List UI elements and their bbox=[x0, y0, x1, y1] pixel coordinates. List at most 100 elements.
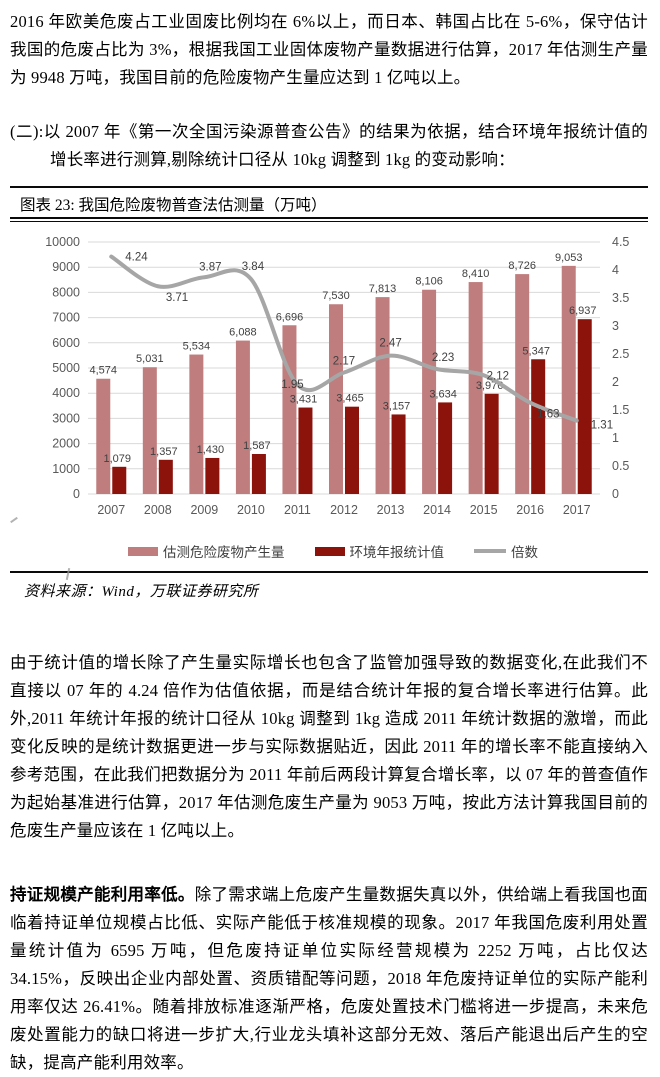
left-axis-tick: 1000 bbox=[52, 462, 80, 476]
paragraph-analysis: 由于统计值的增长除了产生量实际增长也包含了监管加强导致的数据变化,在此我们不直接… bbox=[10, 653, 648, 840]
right-axis-tick: 0 bbox=[612, 487, 619, 501]
line-label: 2.23 bbox=[432, 352, 454, 364]
bar-label: 1,430 bbox=[197, 444, 225, 456]
x-axis-label: 2015 bbox=[470, 503, 498, 517]
bar-label: 7,813 bbox=[369, 283, 397, 295]
x-axis-label: 2009 bbox=[190, 503, 218, 517]
line-label: 3.71 bbox=[166, 292, 188, 304]
yearbook-series-swatch-icon bbox=[314, 546, 345, 556]
legend-item-estimated: 估测危险废物产生量 bbox=[128, 541, 285, 561]
x-axis-label: 2017 bbox=[563, 503, 591, 517]
bar-estimated-2010 bbox=[235, 340, 250, 494]
bar-yearbook-2015 bbox=[484, 393, 499, 494]
right-axis-tick: 0.5 bbox=[612, 459, 629, 473]
bar-estimated-2016 bbox=[515, 274, 530, 494]
estimated-series-swatch-icon bbox=[128, 546, 158, 556]
bar-line-chart: 0 1000 2000 3000 4000 5000 6000 7000 8000 9000 100… bbox=[18, 232, 648, 537]
x-axis-label: 2014 bbox=[423, 503, 451, 517]
right-axis-tick: 1 bbox=[612, 431, 619, 445]
paragraph-intro: 2016 年欧美危废占工业固废比例均在 6%以上，而日本、韩国占比在 5-6%，… bbox=[10, 12, 648, 87]
bar-yearbook-2016 bbox=[531, 359, 546, 494]
bar-yearbook-2012 bbox=[345, 406, 359, 494]
x-axis-label: 2016 bbox=[516, 503, 544, 517]
bar-yearbook-2008 bbox=[158, 459, 173, 494]
bar-yearbook-2017 bbox=[577, 319, 592, 494]
paragraph-method: (二):以 2007 年《第一次全国污染源普查公告》的结果为依据，结合环境年报统… bbox=[10, 122, 648, 169]
figure-title: 图表 23: 我国危险废物普查法估测量（万吨） bbox=[10, 186, 648, 222]
multiple-line bbox=[109, 254, 579, 423]
figure-source: 资料来源：Wind，万联证券研究所 bbox=[24, 584, 259, 600]
line-label: 1.31 bbox=[591, 420, 613, 432]
left-axis-tick: 7000 bbox=[52, 311, 80, 325]
bar-estimated-2014 bbox=[422, 289, 437, 494]
chart-area: 0 1000 2000 3000 4000 5000 6000 7000 8000 9000 100… bbox=[10, 222, 648, 563]
paragraph-capacity: 持证规模产能利用率低。除了需求端上危废产生量数据失真以外，供给端上看我国也面临着… bbox=[10, 881, 648, 1077]
bar-label: 4,574 bbox=[90, 365, 118, 377]
figure-23: 图表 23: 我国危险废物普查法估测量（万吨） 0 1000 2000 3000 400… bbox=[10, 186, 648, 601]
bar-label: 5,347 bbox=[522, 345, 550, 357]
left-axis-tick: 6000 bbox=[52, 336, 80, 350]
x-axis-label: 2008 bbox=[144, 503, 172, 517]
bar-estimated-2011 bbox=[282, 325, 297, 494]
bar-yearbook-2007 bbox=[112, 466, 127, 494]
right-axis-tick: 1.5 bbox=[612, 403, 629, 417]
bar-label: 5,031 bbox=[136, 353, 164, 365]
line-label: 1.95 bbox=[281, 379, 303, 391]
bar-label: 9,053 bbox=[555, 252, 583, 264]
bar-label: 8,106 bbox=[415, 276, 443, 288]
x-axis-label: 2011 bbox=[284, 503, 311, 517]
chart-svg: 0100020003000400050006000700080009000100… bbox=[45, 235, 629, 517]
right-axis-tick: 3.5 bbox=[612, 291, 629, 305]
left-axis-tick: 10000 bbox=[45, 235, 80, 249]
legend-item-multiple: 倍数 bbox=[474, 541, 538, 561]
x-axis-label: 2007 bbox=[97, 503, 125, 517]
paragraph-capacity-lead: 持证规模产能利用率低。 bbox=[10, 885, 195, 904]
bar-yearbook-2011 bbox=[298, 407, 313, 494]
right-axis-tick: 4.5 bbox=[612, 235, 629, 249]
line-label: 3.84 bbox=[242, 261, 265, 273]
report-page: 2016 年欧美危废占工业固废比例均在 6%以上，而日本、韩国占比在 5-6%，… bbox=[10, 8, 648, 1077]
bar-yearbook-2013 bbox=[391, 414, 406, 494]
line-label: 2.47 bbox=[379, 338, 401, 350]
x-axis-label: 2013 bbox=[377, 503, 405, 517]
bar-estimated-2012 bbox=[329, 304, 343, 494]
bar-yearbook-2009 bbox=[205, 457, 220, 494]
multiple-series-line-icon bbox=[474, 549, 506, 553]
bar-label: 8,726 bbox=[508, 260, 536, 272]
right-axis-tick: 2 bbox=[612, 375, 619, 389]
paragraph-capacity-body: 除了需求端上危废产生量数据失真以外，供给端上看我国也面临着持证单位规模占比低、实… bbox=[10, 885, 649, 1072]
bar-yearbook-2014 bbox=[438, 402, 453, 494]
bar-label: 6,937 bbox=[569, 305, 597, 317]
bar-label: 3,634 bbox=[429, 388, 457, 400]
left-axis-tick: 5000 bbox=[52, 361, 80, 375]
bar-estimated-2009 bbox=[189, 354, 204, 494]
left-axis-tick: 8000 bbox=[52, 285, 80, 299]
line-label: 3.87 bbox=[199, 261, 221, 273]
bar-label: 3,465 bbox=[336, 393, 364, 405]
bar-yearbook-2010 bbox=[251, 454, 266, 494]
left-axis-tick: 0 bbox=[73, 487, 80, 501]
bar-estimated-2013 bbox=[375, 297, 390, 494]
left-axis-tick: 4000 bbox=[52, 386, 80, 400]
line-label: 4.24 bbox=[125, 252, 148, 264]
bar-label: 7,530 bbox=[322, 290, 350, 302]
legend-label-multiple: 倍数 bbox=[511, 545, 538, 560]
bar-label: 1,357 bbox=[150, 446, 178, 458]
bar-label: 1,587 bbox=[243, 440, 271, 452]
line-label: 1.63 bbox=[537, 409, 559, 421]
line-label: 2.17 bbox=[333, 355, 355, 367]
legend-label-yearbook: 环境年报统计值 bbox=[349, 545, 445, 560]
line-label: 2.12 bbox=[487, 370, 509, 382]
bar-label: 8,410 bbox=[462, 268, 490, 280]
left-axis-tick: 2000 bbox=[52, 437, 80, 451]
x-axis-label: 2012 bbox=[330, 503, 358, 517]
chart-legend: 估测危险废物产生量 环境年报统计值 倍数 bbox=[18, 539, 648, 563]
legend-item-yearbook: 环境年报统计值 bbox=[314, 541, 445, 561]
legend-label-estimated: 估测危险废物产生量 bbox=[163, 545, 285, 560]
bar-label: 6,696 bbox=[276, 311, 304, 323]
bar-label: 1,079 bbox=[104, 453, 132, 465]
right-axis-tick: 4 bbox=[612, 263, 619, 277]
bar-label: 3,431 bbox=[290, 394, 318, 406]
bar-estimated-2007 bbox=[96, 378, 111, 494]
left-axis-tick: 9000 bbox=[52, 260, 80, 274]
